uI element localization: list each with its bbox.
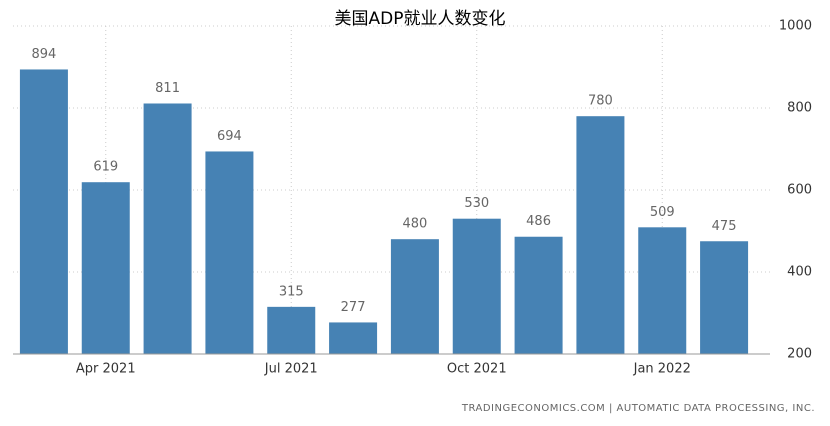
y-tick-label: 600 [787, 183, 812, 198]
value-label: 530 [464, 196, 489, 211]
bar [514, 236, 563, 354]
x-tick-label: Jan 2022 [633, 362, 691, 377]
bar [390, 239, 439, 354]
y-tick-label: 800 [787, 101, 812, 116]
value-label: 486 [526, 214, 551, 229]
value-label: 509 [650, 205, 675, 220]
bar [267, 306, 316, 354]
bar [143, 103, 192, 355]
value-label: 277 [341, 300, 366, 315]
bar [576, 116, 625, 354]
bar [81, 182, 130, 354]
x-tick-label: Apr 2021 [76, 362, 136, 377]
value-label: 315 [279, 284, 304, 299]
value-label: 480 [403, 217, 428, 232]
y-tick-label: 1000 [779, 19, 812, 34]
value-label: 475 [712, 219, 737, 234]
bar [19, 69, 68, 355]
value-label: 780 [588, 94, 613, 109]
bar [700, 241, 749, 354]
x-tick-label: Jul 2021 [264, 362, 318, 377]
bar [638, 227, 687, 354]
value-label: 619 [93, 160, 118, 175]
bar [205, 151, 254, 354]
chart-title: 美国ADP就业人数变化 [335, 9, 506, 29]
x-tick-label: Oct 2021 [447, 362, 507, 377]
bar [329, 322, 378, 354]
value-label: 811 [155, 81, 180, 96]
source: TRADINGECONOMICS.COM | AUTOMATIC DATA PR… [461, 403, 815, 414]
value-label: 894 [32, 47, 57, 62]
bar [452, 218, 501, 354]
y-tick-label: 400 [787, 265, 812, 280]
value-label: 694 [217, 129, 242, 144]
y-tick-label: 200 [787, 347, 812, 362]
